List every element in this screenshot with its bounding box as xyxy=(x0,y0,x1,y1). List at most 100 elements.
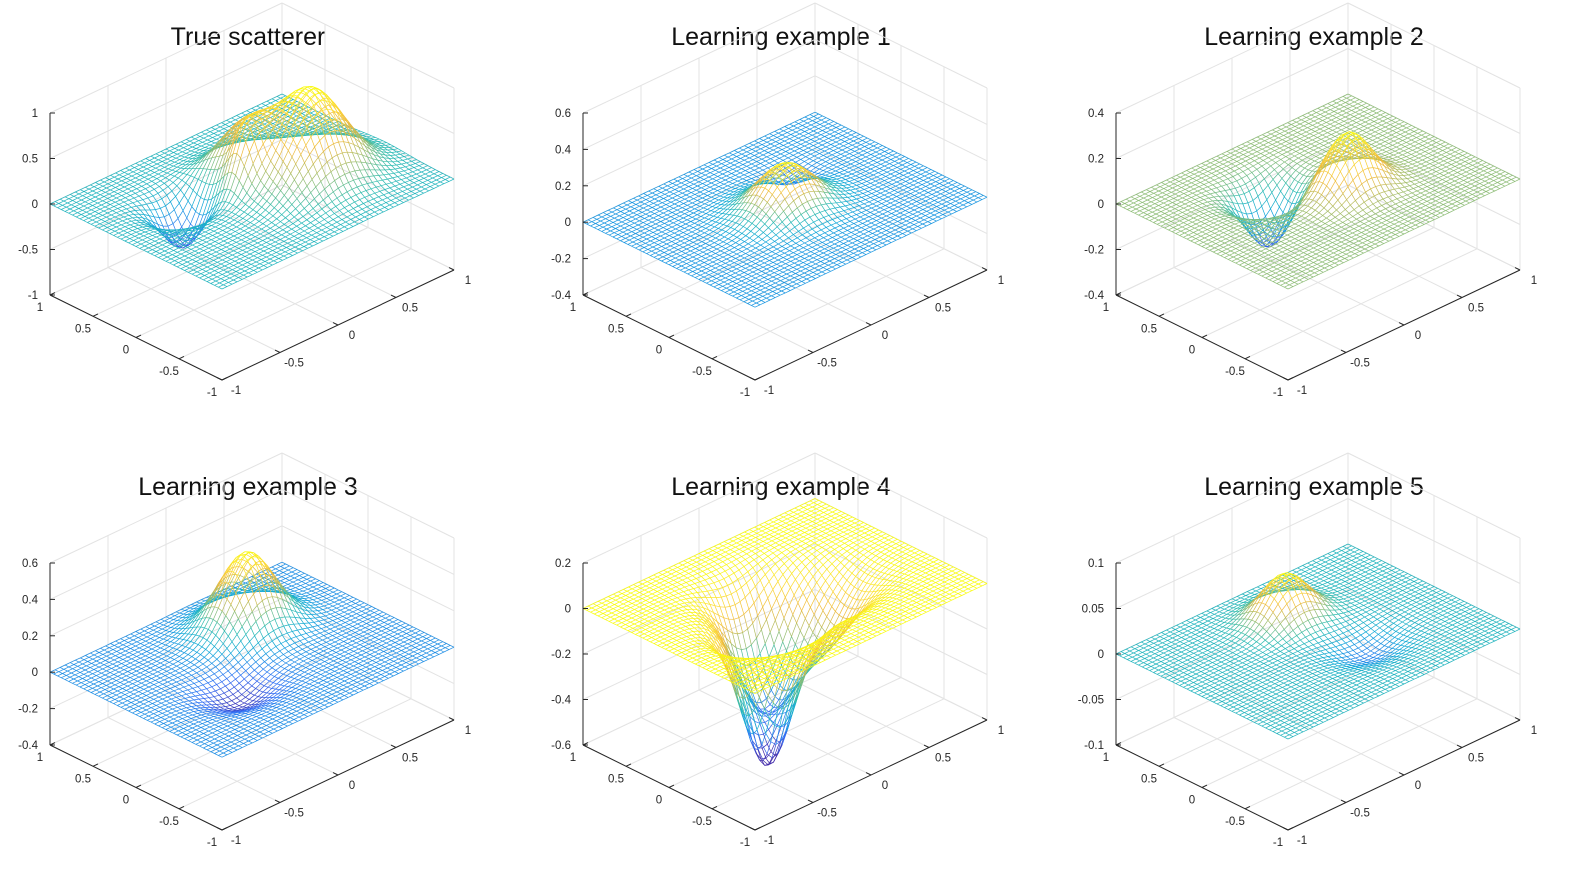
mesh-segment xyxy=(119,202,124,204)
mesh-segment xyxy=(391,166,395,170)
mesh-segment xyxy=(438,173,443,175)
mesh-segment xyxy=(414,168,418,170)
mesh-segment xyxy=(98,186,103,188)
mesh-segment xyxy=(133,187,137,189)
mesh-segment xyxy=(75,190,80,192)
mesh-segment xyxy=(173,178,178,183)
mesh-segment xyxy=(416,172,421,174)
mesh-segment xyxy=(78,198,82,200)
mesh-segment xyxy=(272,99,276,101)
mesh-segment xyxy=(161,166,165,168)
mesh-segment xyxy=(194,153,199,156)
mesh-segment xyxy=(146,171,151,174)
mesh-segment xyxy=(413,172,417,174)
mesh-segment xyxy=(128,172,133,174)
mesh-segment xyxy=(267,99,272,101)
mesh-segment xyxy=(95,195,100,197)
mesh-segment xyxy=(168,183,173,187)
mesh-segment xyxy=(122,193,127,195)
mesh-segment xyxy=(423,168,427,170)
mesh-segment xyxy=(138,200,143,202)
mesh-segment xyxy=(411,176,415,178)
mesh-segment xyxy=(424,178,428,180)
mesh-segment xyxy=(439,172,443,174)
mesh-segment xyxy=(143,200,147,205)
mesh-segment xyxy=(173,183,177,186)
mesh-segment xyxy=(389,173,394,174)
mesh-segment xyxy=(197,145,201,147)
mesh-segment xyxy=(126,168,130,170)
mesh-segment xyxy=(111,175,115,177)
mesh-segment xyxy=(110,205,114,207)
mesh-segment xyxy=(133,184,138,186)
mesh-segment xyxy=(392,153,396,156)
mesh-segment xyxy=(405,180,410,182)
mesh-segment xyxy=(161,163,166,166)
mesh-segment xyxy=(179,148,184,150)
mesh-segment xyxy=(277,125,281,127)
mesh-segment xyxy=(117,183,121,185)
mesh-segment xyxy=(204,136,209,138)
mesh-segment xyxy=(379,175,384,176)
mesh-segment xyxy=(111,173,116,175)
mesh-segment xyxy=(167,159,171,161)
mesh-segment xyxy=(230,120,235,122)
mesh-segment xyxy=(183,158,188,161)
mesh-segment xyxy=(116,173,120,175)
mesh-segment xyxy=(144,175,149,177)
mesh-segment xyxy=(142,171,146,173)
mesh-segment xyxy=(123,174,128,176)
mesh-segment xyxy=(167,173,171,175)
mesh-segment xyxy=(319,112,323,114)
mesh-segment xyxy=(302,95,306,100)
mesh-segment xyxy=(232,118,236,120)
mesh-segment xyxy=(69,196,74,198)
mesh-segment xyxy=(162,162,166,164)
mesh-segment xyxy=(155,210,159,218)
mesh-segment xyxy=(150,160,154,162)
mesh-segment xyxy=(400,167,405,168)
mesh-segment xyxy=(447,175,451,177)
mesh-segment xyxy=(168,224,173,227)
mesh-segment xyxy=(109,192,114,194)
mesh-segment xyxy=(361,162,365,170)
mesh-segment xyxy=(340,131,344,142)
mesh-segment xyxy=(120,185,124,187)
mesh-segment xyxy=(157,164,161,166)
mesh-segment xyxy=(201,146,205,147)
mesh-segment xyxy=(402,151,406,153)
mesh-segment xyxy=(71,202,76,204)
mesh-segment xyxy=(385,170,389,174)
mesh-segment xyxy=(118,179,122,181)
mesh-segment xyxy=(434,174,438,176)
mesh-segment xyxy=(113,181,117,183)
mesh-segment xyxy=(131,166,135,168)
mesh-segment xyxy=(90,199,94,201)
mesh-segment xyxy=(216,123,221,125)
mesh-segment xyxy=(387,143,391,145)
mesh-segment xyxy=(152,179,157,182)
mesh-segment xyxy=(73,201,77,203)
mesh-segment xyxy=(184,148,188,150)
mesh-segment xyxy=(393,178,397,181)
mesh-segment xyxy=(186,176,191,183)
mesh-segment xyxy=(63,203,68,205)
mesh-segment xyxy=(174,203,179,210)
mesh-segment xyxy=(403,160,407,163)
mesh-segment xyxy=(257,104,262,106)
mesh-segment xyxy=(151,154,156,156)
mesh-segment xyxy=(398,177,402,180)
mesh-segment xyxy=(98,203,102,205)
mesh-segment xyxy=(179,150,183,152)
mesh-segment xyxy=(272,96,277,98)
mesh-segment xyxy=(176,168,181,171)
mesh-segment xyxy=(59,201,64,203)
mesh-segment xyxy=(168,153,173,155)
mesh-segment xyxy=(119,175,123,177)
mesh-segment xyxy=(167,191,172,195)
mesh-segment xyxy=(405,167,409,170)
mesh-segment xyxy=(315,93,320,94)
mesh-segment xyxy=(153,160,158,162)
mesh-segment xyxy=(175,146,180,148)
mesh-segment xyxy=(389,174,393,178)
